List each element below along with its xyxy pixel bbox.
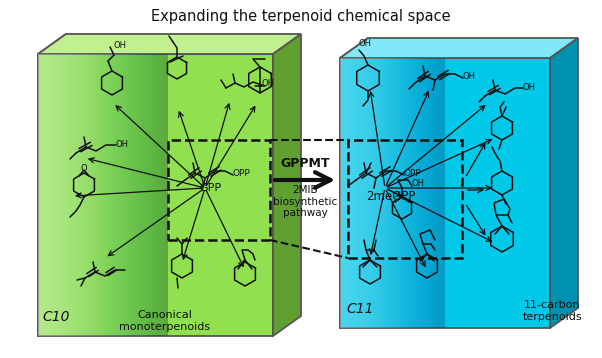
Text: OPP: OPP: [404, 169, 422, 178]
Text: OH: OH: [463, 72, 476, 81]
Text: GPP: GPP: [199, 183, 221, 193]
Text: C10: C10: [42, 310, 69, 324]
Text: OH: OH: [359, 39, 372, 48]
Text: GPPMT: GPPMT: [281, 157, 330, 170]
Text: OH: OH: [412, 179, 425, 188]
Text: 2meGPP: 2meGPP: [366, 189, 415, 203]
Polygon shape: [38, 34, 301, 54]
Text: C11: C11: [346, 302, 373, 316]
Text: OH: OH: [523, 82, 536, 92]
Text: OH: OH: [114, 41, 127, 50]
Polygon shape: [340, 38, 368, 328]
Text: Expanding the terpenoid chemical space: Expanding the terpenoid chemical space: [151, 9, 451, 24]
Bar: [168, 140, 270, 240]
Text: 2MIB
biosynthetic
pathway: 2MIB biosynthetic pathway: [273, 185, 337, 218]
Text: OH: OH: [262, 78, 275, 87]
Polygon shape: [38, 34, 66, 336]
Text: Canonical
monoterpenoids: Canonical monoterpenoids: [119, 310, 211, 332]
Polygon shape: [550, 38, 578, 328]
Polygon shape: [273, 34, 301, 336]
Text: OH: OH: [116, 140, 129, 149]
Text: O: O: [81, 164, 87, 173]
Polygon shape: [38, 54, 273, 336]
Polygon shape: [340, 38, 578, 58]
Text: 11-carbon
terpenoids: 11-carbon terpenoids: [523, 300, 582, 322]
Text: OPP: OPP: [233, 169, 251, 178]
Polygon shape: [340, 58, 550, 328]
Bar: [348, 140, 462, 258]
